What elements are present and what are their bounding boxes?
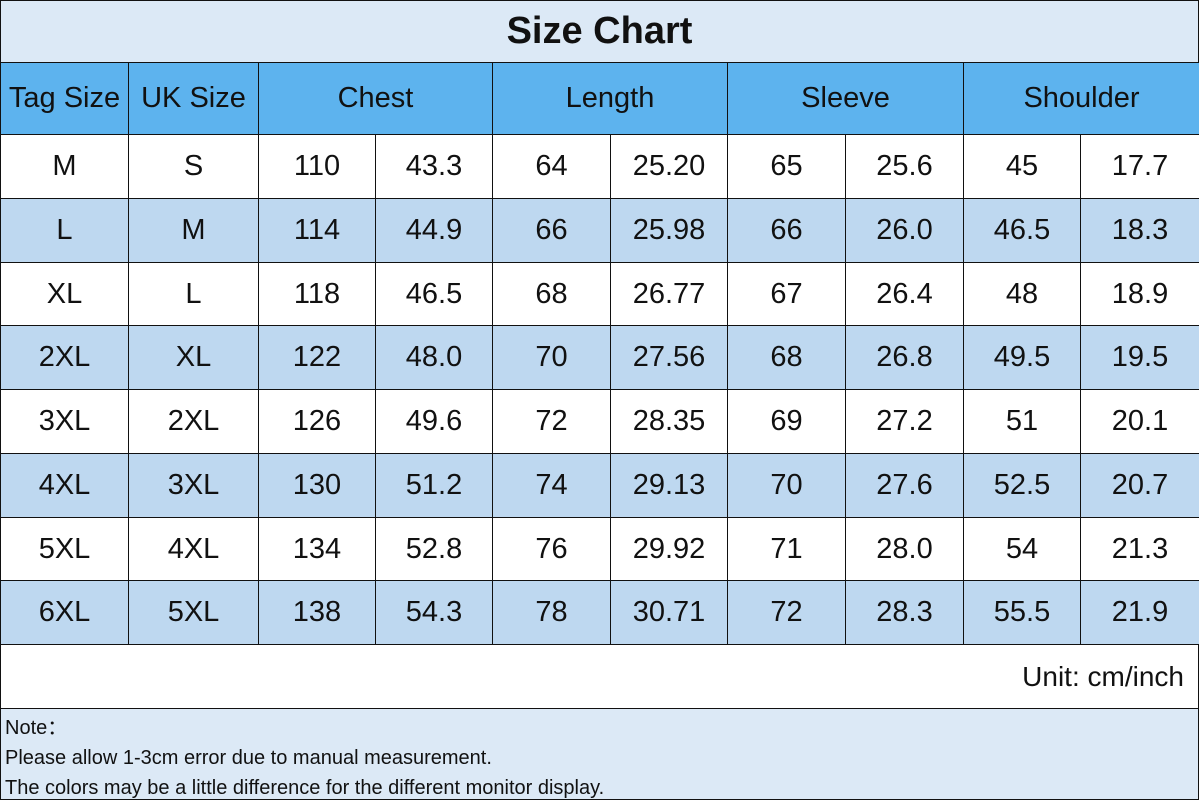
table-cell: 68 — [727, 325, 846, 390]
table-cell: 25.20 — [610, 134, 728, 199]
table-cell: 20.7 — [1080, 453, 1199, 518]
table-cell: 72 — [492, 389, 611, 454]
table-cell: 21.9 — [1080, 580, 1199, 645]
table-cell: 130 — [258, 453, 376, 518]
table-cell: 27.2 — [845, 389, 964, 454]
table-cell: 70 — [492, 325, 611, 390]
table-cell: 3XL — [0, 389, 129, 454]
table-cell: M — [128, 198, 259, 263]
table-cell: 28.35 — [610, 389, 728, 454]
table-cell: 46.5 — [963, 198, 1081, 263]
table-cell: M — [0, 134, 129, 199]
title: Size Chart — [0, 0, 1199, 63]
table-cell: 70 — [727, 453, 846, 518]
header-cell: Tag Size — [0, 62, 129, 135]
table-cell: 52.8 — [375, 517, 493, 581]
table-cell: 21.3 — [1080, 517, 1199, 581]
table-cell: 20.1 — [1080, 389, 1199, 454]
table-cell: 28.3 — [845, 580, 964, 645]
table-cell: XL — [0, 262, 129, 326]
table-cell: 68 — [492, 262, 611, 326]
table-cell: 5XL — [128, 580, 259, 645]
table-cell: 69 — [727, 389, 846, 454]
note-label: Note： — [5, 717, 68, 739]
table-cell: 51 — [963, 389, 1081, 454]
table-cell: 25.6 — [845, 134, 964, 199]
table-cell: 52.5 — [963, 453, 1081, 518]
table-cell: 54.3 — [375, 580, 493, 645]
table-cell: 26.4 — [845, 262, 964, 326]
table-cell: 19.5 — [1080, 325, 1199, 390]
header-cell: Chest — [258, 62, 493, 135]
table-cell: 28.0 — [845, 517, 964, 581]
table-cell: 74 — [492, 453, 611, 518]
table-cell: 2XL — [0, 325, 129, 390]
table-cell: 72 — [727, 580, 846, 645]
table-cell: 45 — [963, 134, 1081, 199]
table-cell: 49.6 — [375, 389, 493, 454]
note: Note： Please allow 1-3cm error due to man… — [0, 708, 1199, 800]
table-cell: 65 — [727, 134, 846, 199]
table-cell: 122 — [258, 325, 376, 390]
table-cell: 138 — [258, 580, 376, 645]
table-cell: 44.9 — [375, 198, 493, 263]
table-cell: S — [128, 134, 259, 199]
table-cell: L — [0, 198, 129, 263]
table-cell: 48.0 — [375, 325, 493, 390]
table-cell: 134 — [258, 517, 376, 581]
table-cell: 29.92 — [610, 517, 728, 581]
table-cell: 46.5 — [375, 262, 493, 326]
table-cell: 26.77 — [610, 262, 728, 326]
header-cell: Length — [492, 62, 728, 135]
table-cell: 17.7 — [1080, 134, 1199, 199]
table-cell: 64 — [492, 134, 611, 199]
table-cell: 66 — [492, 198, 611, 263]
table-cell: 76 — [492, 517, 611, 581]
table-cell: 2XL — [128, 389, 259, 454]
table-cell: 67 — [727, 262, 846, 326]
note-line: The colors may be a little difference fo… — [5, 777, 605, 799]
table-cell: 4XL — [128, 517, 259, 581]
table-cell: 27.56 — [610, 325, 728, 390]
table-cell: 49.5 — [963, 325, 1081, 390]
table-cell: 30.71 — [610, 580, 728, 645]
header-cell: UK Size — [128, 62, 259, 135]
table-cell: 118 — [258, 262, 376, 326]
note-line: Please allow 1-3cm error due to manual m… — [5, 747, 492, 769]
table-cell: 29.13 — [610, 453, 728, 518]
table-cell: 55.5 — [963, 580, 1081, 645]
table-cell: 4XL — [0, 453, 129, 518]
table-cell: 51.2 — [375, 453, 493, 518]
table-cell: 126 — [258, 389, 376, 454]
table-cell: 110 — [258, 134, 376, 199]
table-cell: L — [128, 262, 259, 326]
table-cell: 26.0 — [845, 198, 964, 263]
table-cell: 114 — [258, 198, 376, 263]
table-cell: 54 — [963, 517, 1081, 581]
table-cell: 66 — [727, 198, 846, 263]
table-cell: XL — [128, 325, 259, 390]
header-cell: Sleeve — [727, 62, 964, 135]
table-cell: 6XL — [0, 580, 129, 645]
table-cell: 26.8 — [845, 325, 964, 390]
table-cell: 71 — [727, 517, 846, 581]
table-cell: 3XL — [128, 453, 259, 518]
table-cell: 43.3 — [375, 134, 493, 199]
header-cell: Shoulder — [963, 62, 1199, 135]
unit-label: Unit: cm/inch — [0, 644, 1199, 709]
table-cell: 25.98 — [610, 198, 728, 263]
table-cell: 78 — [492, 580, 611, 645]
table-cell: 5XL — [0, 517, 129, 581]
table-cell: 18.9 — [1080, 262, 1199, 326]
table-cell: 18.3 — [1080, 198, 1199, 263]
table-cell: 27.6 — [845, 453, 964, 518]
table-cell: 48 — [963, 262, 1081, 326]
